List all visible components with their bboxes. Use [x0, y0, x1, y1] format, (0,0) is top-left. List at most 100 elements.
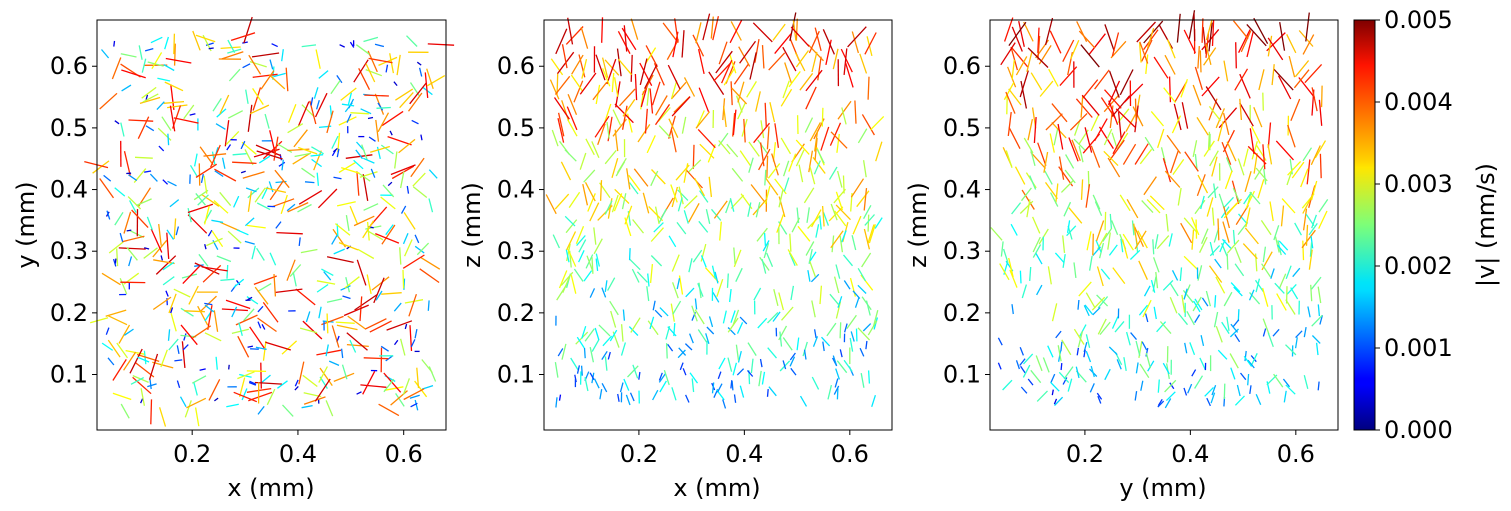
- velocity-vector: [647, 320, 659, 336]
- velocity-vector: [1280, 205, 1285, 227]
- velocity-vector: [165, 57, 192, 64]
- velocity-vector: [821, 205, 825, 227]
- velocity-vector: [555, 397, 558, 408]
- velocity-vector: [387, 135, 412, 146]
- velocity-vector: [629, 258, 641, 271]
- velocity-vector: [626, 113, 633, 133]
- vector-field-2: [545, 12, 885, 409]
- velocity-vector: [601, 57, 609, 78]
- velocity-vector: [200, 173, 204, 184]
- velocity-vector: [672, 300, 682, 315]
- velocity-vector: [227, 39, 236, 54]
- velocity-vector: [226, 144, 232, 151]
- velocity-vector: [1243, 148, 1249, 167]
- velocity-vector: [150, 36, 163, 44]
- velocity-vector: [265, 341, 291, 351]
- velocity-vector: [353, 159, 364, 170]
- velocity-vector: [1279, 21, 1286, 51]
- velocity-vector: [253, 275, 277, 286]
- velocity-vector: [711, 208, 722, 221]
- velocity-vector: [355, 44, 370, 55]
- velocity-vector: [1234, 68, 1249, 91]
- velocity-vector: [168, 338, 179, 351]
- velocity-vector: [1282, 378, 1291, 388]
- vector-field-3: [990, 10, 1329, 409]
- velocity-vector: [723, 68, 735, 86]
- velocity-vector: [189, 164, 199, 178]
- velocity-vector: [1110, 40, 1127, 59]
- velocity-vector: [840, 48, 853, 73]
- velocity-vector: [244, 217, 255, 227]
- velocity-vector: [162, 261, 175, 271]
- y-tick-label: 0.3: [943, 237, 981, 265]
- velocity-vector: [257, 283, 272, 293]
- velocity-vector: [766, 389, 769, 397]
- velocity-vector: [326, 313, 329, 334]
- velocity-vector: [150, 399, 153, 425]
- velocity-vector: [1149, 195, 1165, 211]
- colorbar-tick-label: 0.004: [1384, 88, 1453, 116]
- velocity-vector: [698, 87, 710, 112]
- velocity-vector: [168, 293, 177, 314]
- velocity-vector: [227, 110, 243, 119]
- velocity-vector: [606, 58, 617, 85]
- velocity-vector: [326, 256, 354, 264]
- velocity-vector: [607, 351, 611, 360]
- velocity-vector: [316, 349, 342, 356]
- velocity-vector: [336, 201, 356, 207]
- velocity-vector: [295, 288, 316, 306]
- velocity-vector: [1189, 342, 1196, 356]
- velocity-vector: [363, 203, 379, 211]
- velocity-vector: [654, 104, 671, 126]
- velocity-vector: [555, 28, 568, 55]
- velocity-vector: [1076, 21, 1088, 42]
- velocity-vector: [1234, 246, 1242, 264]
- velocity-vector: [418, 67, 423, 77]
- velocity-vector: [148, 353, 159, 380]
- velocity-vector: [1267, 332, 1274, 348]
- velocity-vector: [1194, 298, 1203, 311]
- velocity-vector: [668, 235, 677, 248]
- velocity-vector: [761, 259, 767, 274]
- y-tick-label: 0.5: [50, 114, 88, 142]
- velocity-vector: [799, 73, 814, 91]
- velocity-vector: [173, 43, 176, 66]
- velocity-vector: [1157, 398, 1163, 407]
- velocity-vector: [836, 360, 848, 374]
- velocity-vector: [1011, 47, 1029, 68]
- velocity-vector: [841, 107, 847, 125]
- velocity-vector: [1020, 386, 1028, 394]
- velocity-vector: [301, 104, 315, 118]
- velocity-vector: [111, 57, 122, 80]
- velocity-vector: [1283, 390, 1287, 403]
- velocity-vector: [583, 169, 596, 183]
- velocity-vector: [1068, 207, 1083, 224]
- velocity-vector: [1226, 253, 1229, 270]
- x-tick-label: 0.6: [1277, 440, 1315, 468]
- velocity-vector: [137, 356, 150, 363]
- velocity-vector: [152, 361, 174, 369]
- velocity-vector: [1141, 200, 1154, 214]
- velocity-vector: [833, 385, 840, 395]
- velocity-vector: [208, 379, 221, 401]
- velocity-vector: [584, 182, 596, 202]
- velocity-vector: [549, 79, 560, 100]
- velocity-vector: [1243, 192, 1252, 205]
- velocity-vector: [1277, 244, 1287, 255]
- velocity-vector: [105, 327, 110, 335]
- velocity-vector: [1261, 287, 1269, 307]
- velocity-vector: [1133, 223, 1138, 245]
- velocity-vector: [1163, 87, 1177, 104]
- velocity-vector: [641, 74, 654, 96]
- velocity-vector: [338, 162, 356, 173]
- velocity-vector: [799, 395, 808, 407]
- velocity-vector: [1318, 210, 1328, 229]
- velocity-vector: [589, 288, 596, 298]
- velocity-vector: [1092, 246, 1101, 257]
- velocity-vector: [249, 326, 265, 349]
- velocity-vector: [260, 374, 271, 384]
- velocity-vector: [781, 306, 794, 321]
- x-tick-label: 0.4: [279, 440, 317, 468]
- velocity-vector: [297, 146, 318, 155]
- velocity-vector: [650, 170, 659, 187]
